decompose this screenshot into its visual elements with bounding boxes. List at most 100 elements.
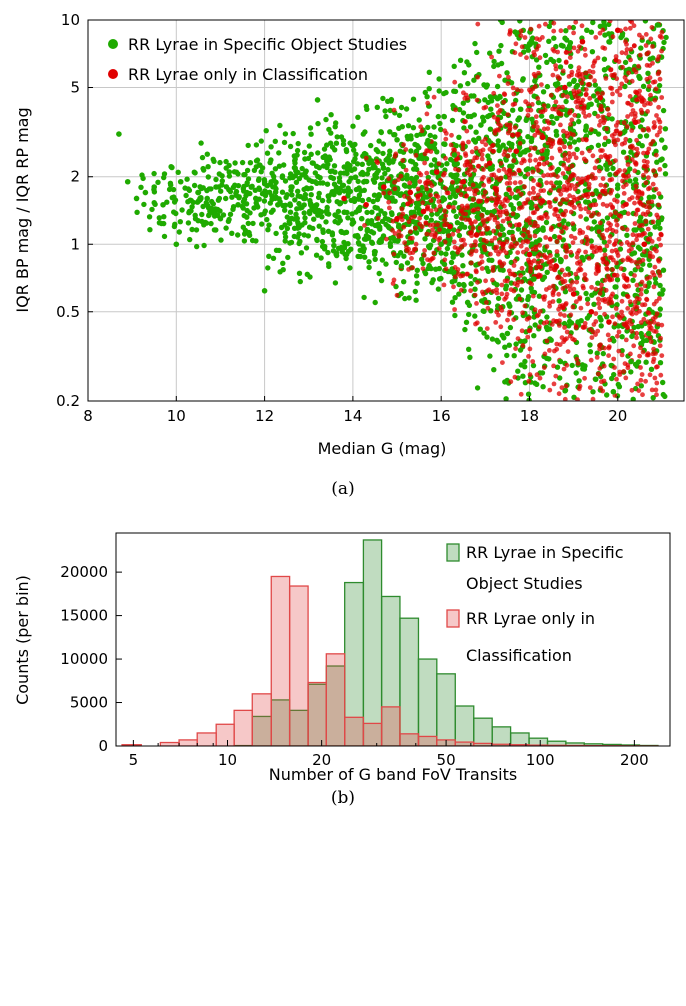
scatter-density-dot-studies [431,157,438,163]
scatter-density-dot-classification [553,373,559,379]
scatter-density-dot-studies [189,204,195,210]
scatter-density-dot-studies [356,192,363,198]
scatter-density-dot-classification [445,190,451,196]
scatter-density-dot-studies [387,148,393,154]
scatter-density-dot-classification [590,396,596,401]
scatter-density-dot-studies [398,104,405,111]
scatter-legend-label-classification: RR Lyrae only in Classification [128,65,368,84]
scatter-density-dot-classification [425,205,430,211]
scatter-point-classification [641,241,648,248]
scatter-density-dot-classification [567,55,573,60]
scatter-density-dot-classification [564,329,570,335]
scatter-density-dot-studies [314,180,320,186]
histogram-bar-studies [436,673,456,746]
scatter-density-dot-studies [502,379,508,385]
scatter-density-dot-studies [628,369,634,375]
scatter-density-dot-classification [500,360,505,365]
scatter-density-dot-studies [429,279,435,286]
scatter-density-dot-studies [601,239,608,245]
scatter-density-dot-classification [568,209,574,215]
scatter-density-dot-studies [487,230,493,236]
scatter-caption: (a) [331,479,354,499]
scatter-density-dot-classification [558,122,563,128]
scatter-density-dot-classification [584,137,589,143]
scatter-density-dot-studies [184,176,190,182]
scatter-point-studies [186,208,193,215]
histogram-y-tick-label: 10000 [60,650,108,668]
scatter-density-dot-classification [603,287,609,293]
scatter-density-dot-classification [583,91,589,97]
scatter-legend-label-studies: RR Lyrae in Specific Object Studies [128,35,407,54]
scatter-density-dot-classification [624,124,630,129]
scatter-density-dot-studies [443,89,449,96]
scatter-density-dot-classification [479,266,485,271]
scatter-density-dot-classification [656,258,662,264]
scatter-density-dot-classification [609,177,615,182]
scatter-density-dot-classification [562,156,568,162]
scatter-density-dot-classification [543,254,548,260]
scatter-density-dot-classification [638,320,644,325]
scatter-density-dot-studies [335,245,342,251]
scatter-density-dot-studies [256,162,263,168]
scatter-density-dot-classification [534,36,540,41]
scatter-density-dot-studies [377,239,383,245]
scatter-density-dot-studies [502,77,508,83]
scatter-density-dot-studies [523,222,529,229]
scatter-density-dot-classification [409,256,414,261]
scatter-density-dot-classification [629,328,635,334]
scatter-density-dot-classification [556,306,561,312]
histogram-x-tick-label: 100 [526,751,555,769]
scatter-density-dot-classification [519,328,525,334]
scatter-density-dot-studies [151,189,158,195]
scatter-density-dot-studies [522,358,528,365]
scatter-density-dot-studies [506,140,512,146]
histogram-bar-classification [417,735,438,746]
scatter-density-dot-studies [155,179,161,185]
scatter-density-dot-studies [588,29,595,35]
scatter-density-dot-classification [616,348,622,354]
scatter-density-dot-studies [546,356,552,362]
scatter-density-dot-studies [343,229,350,235]
scatter-density-dot-studies [212,206,219,212]
scatter-density-dot-classification [489,196,494,201]
scatter-density-dot-studies [657,225,663,231]
scatter-density-dot-studies [520,338,527,345]
scatter-y-axis-label: IQR BP mag / IQR RP mag [13,107,32,312]
scatter-density-dot-classification [492,185,497,191]
scatter-density-dot-studies [546,23,552,30]
scatter-density-dot-classification [537,182,542,188]
scatter-density-dot-studies [426,69,432,76]
scatter-density-dot-classification [556,291,562,297]
scatter-density-dot-classification [617,85,623,91]
scatter-density-dot-studies [319,214,325,220]
scatter-density-dot-classification [468,288,473,294]
scatter-density-dot-classification [515,188,521,194]
scatter-density-dot-studies [387,129,393,135]
scatter-density-dot-classification [555,213,561,219]
scatter-density-dot-studies [553,132,560,138]
scatter-density-dot-studies [366,259,372,265]
scatter-density-dot-classification [629,111,634,117]
scatter-density-dot-classification [442,239,448,245]
scatter-density-dot-classification [619,225,625,231]
scatter-density-dot-studies [175,169,181,175]
scatter-density-dot-classification [474,269,479,275]
scatter-density-dot-studies [556,298,562,304]
scatter-density-dot-studies [454,161,460,167]
scatter-density-dot-classification [565,94,570,99]
scatter-density-dot-classification [548,266,554,271]
scatter-point-classification [606,319,612,325]
scatter-density-dot-classification [608,67,614,72]
scatter-density-dot-classification [645,150,650,156]
scatter-density-dot-classification [462,162,468,168]
scatter-density-dot-studies [276,196,282,202]
scatter-density-dot-classification [375,216,381,221]
scatter-density-dot-studies [480,206,487,213]
scatter-density-dot-classification [538,264,543,270]
scatter-density-dot-studies [643,359,649,365]
scatter-density-dot-classification [570,240,576,246]
scatter-density-dot-studies [650,55,656,61]
scatter-density-dot-studies [240,205,246,211]
scatter-density-dot-studies [256,176,262,182]
scatter-density-dot-studies [330,248,337,254]
